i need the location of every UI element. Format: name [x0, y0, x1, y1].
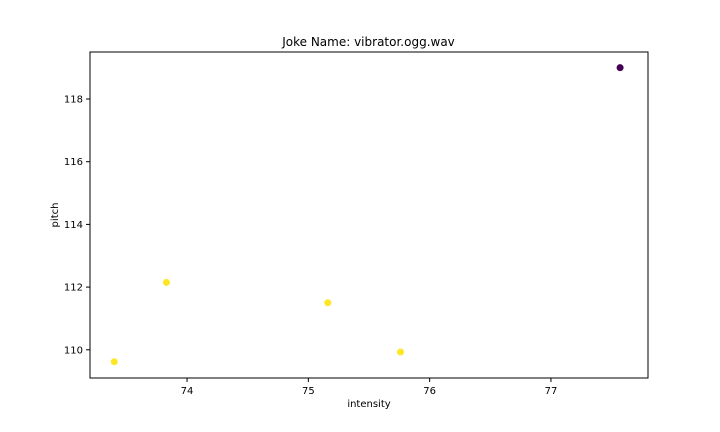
x-tick-label: 75 [302, 386, 315, 397]
x-tick-label: 76 [423, 386, 436, 397]
data-point [397, 348, 405, 356]
x-tick-label: 74 [181, 386, 194, 397]
y-tick-label: 114 [64, 220, 83, 231]
data-point [162, 278, 170, 286]
data-points [110, 64, 624, 366]
y-tick-label: 118 [64, 95, 83, 106]
y-axis-ticks: 110 112 114 116 118 [64, 95, 90, 356]
chart-title: Joke Name: vibrator.ogg.wav [281, 35, 455, 49]
data-point [616, 64, 624, 72]
y-tick-label: 112 [64, 283, 83, 294]
y-axis-label: pitch [50, 203, 61, 228]
data-point [324, 299, 332, 307]
x-axis-ticks: 74 75 76 77 [181, 378, 558, 397]
x-axis-label: intensity [347, 399, 390, 410]
x-tick-label: 77 [545, 386, 558, 397]
plot-frame [89, 51, 649, 379]
y-tick-label: 116 [64, 157, 83, 168]
y-tick-label: 110 [64, 345, 83, 356]
data-point [110, 358, 118, 366]
